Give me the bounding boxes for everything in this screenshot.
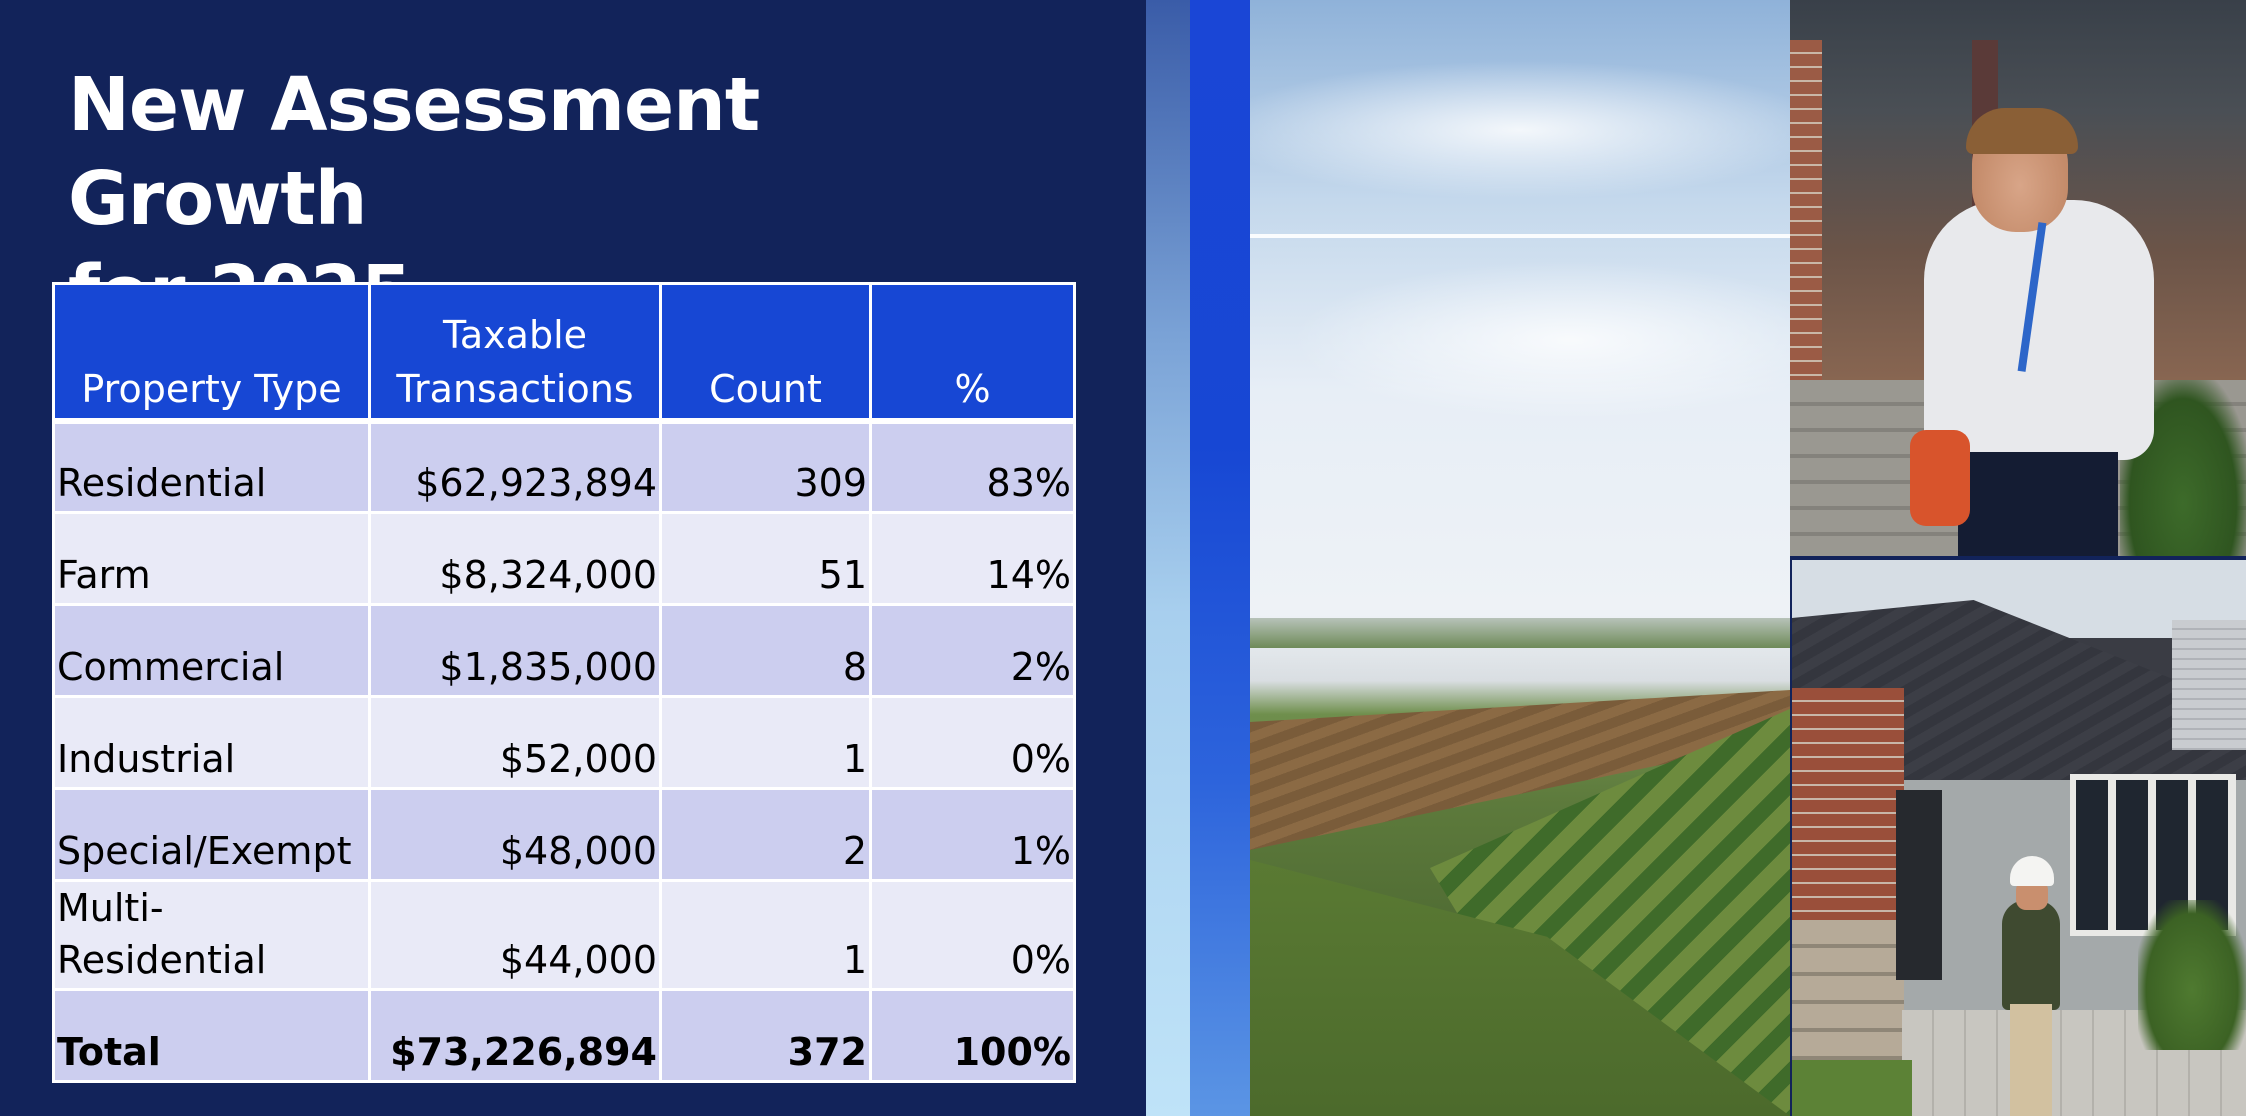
table-total-row: Total $73,226,894 372 100%: [52, 988, 1076, 1083]
horizon-shape: [1250, 618, 1790, 648]
cloud-shape: [1290, 260, 1790, 420]
table-row: Special/Exempt $48,000 2 1%: [52, 787, 1076, 882]
farm-landscape-photo: [1250, 0, 1790, 1116]
lawn-shape: [1792, 1060, 1912, 1116]
cell-percent: 1%: [869, 787, 1076, 882]
cell-property-type-line-2: Residential: [57, 938, 267, 982]
header-taxable-line-1: Taxable: [442, 312, 588, 357]
cell-total-label: Total: [52, 988, 371, 1083]
cell-property-type: Residential: [52, 419, 371, 514]
header-taxable-transactions: Taxable Transactions: [368, 282, 662, 424]
cell-percent: 2%: [869, 603, 1076, 698]
header-property-type: Property Type: [52, 282, 371, 424]
cell-property-type: Multi- Residential: [52, 879, 371, 991]
brick-column-shape: [1790, 40, 1822, 380]
siding-shape: [2172, 620, 2246, 750]
cell-total-taxable: $73,226,894: [368, 988, 662, 1083]
cell-taxable: $44,000: [368, 879, 662, 991]
decorative-gradient-band: [1146, 0, 1250, 1116]
cell-total-count: 372: [659, 988, 872, 1083]
house-inspection-photo: [1792, 560, 2246, 1116]
cell-property-type: Commercial: [52, 603, 371, 698]
cell-taxable: $62,923,894: [368, 419, 662, 514]
cell-taxable: $52,000: [368, 695, 662, 790]
cell-property-type-line-1: Multi-: [57, 886, 164, 930]
cell-taxable: $8,324,000: [368, 511, 662, 606]
header-count: Count: [659, 282, 872, 424]
cell-count: 2: [659, 787, 872, 882]
cell-count: 1: [659, 879, 872, 991]
header-percent: %: [869, 282, 1076, 424]
shrub-shape: [2138, 900, 2246, 1050]
cell-property-type: Industrial: [52, 695, 371, 790]
table-header-row: Property Type Taxable Transactions Count…: [52, 282, 1076, 424]
cell-taxable: $48,000: [368, 787, 662, 882]
cell-percent: 0%: [869, 695, 1076, 790]
cell-count: 51: [659, 511, 872, 606]
assessor-on-porch-photo: [1790, 0, 2246, 556]
person-hair-shape: [1966, 108, 2078, 154]
cell-taxable: $1,835,000: [368, 603, 662, 698]
hardhat-shape: [2010, 856, 2054, 886]
table-row: Farm $8,324,000 51 14%: [52, 511, 1076, 606]
worker-body-shape: [2002, 900, 2060, 1010]
cell-percent: 14%: [869, 511, 1076, 606]
table-row: Commercial $1,835,000 8 2%: [52, 603, 1076, 698]
header-taxable-line-2: Transactions: [396, 366, 634, 411]
assessment-growth-table: Property Type Taxable Transactions Count…: [52, 282, 1076, 1083]
table-row: Multi- Residential $44,000 1 0%: [52, 879, 1076, 991]
measuring-tape-shape: [1910, 430, 1970, 526]
stone-wall-shape: [1792, 920, 1904, 1060]
contrail-shape: [1250, 234, 1790, 238]
cell-count: 309: [659, 419, 872, 514]
cell-percent: 0%: [869, 879, 1076, 991]
cell-property-type: Farm: [52, 511, 371, 606]
cell-count: 1: [659, 695, 872, 790]
door-shape: [1896, 790, 1942, 980]
cell-count: 8: [659, 603, 872, 698]
table-row: Industrial $52,000 1 0%: [52, 695, 1076, 790]
table-row: Residential $62,923,894 309 83%: [52, 419, 1076, 514]
table-header: Property Type Taxable Transactions Count…: [52, 282, 1076, 424]
left-panel: New Assessment Growth for 2025 Property …: [52, 62, 1076, 1083]
cell-percent: 83%: [869, 419, 1076, 514]
cloud-shape: [1250, 60, 1790, 200]
cell-property-type: Special/Exempt: [52, 787, 371, 882]
cell-total-percent: 100%: [869, 988, 1076, 1083]
worker-legs-shape: [2010, 1004, 2052, 1116]
title-line-1: New Assessment Growth: [68, 62, 760, 242]
gradient-band-right: [1190, 0, 1250, 1116]
person-legs-shape: [1958, 452, 2118, 556]
